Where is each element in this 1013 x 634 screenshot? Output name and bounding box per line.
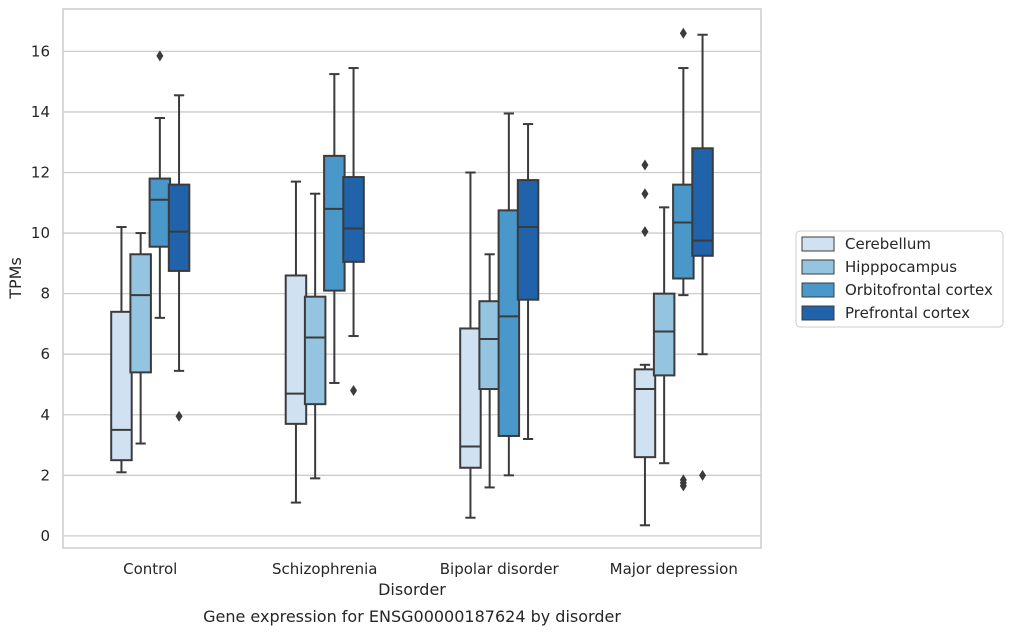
plot-frame: [62, 8, 762, 549]
box-iqr: [633, 368, 657, 459]
box-iqr: [691, 147, 714, 257]
box-iqr: [672, 183, 695, 280]
y-tick-labels: 0 2 4 6 8 10 12 14 16: [31, 42, 50, 544]
y-tick-label: 10: [31, 224, 50, 242]
box-iqr: [167, 183, 191, 272]
box-prefrontal-cortex: [516, 123, 540, 440]
x-tick-label: Major depression: [610, 560, 738, 578]
box-iqr: [459, 327, 482, 469]
box-iqr: [516, 179, 540, 301]
box-orbitofrontal-cortex: [497, 112, 521, 477]
y-tick-label: 0: [40, 527, 50, 545]
y-tick-label: 12: [31, 164, 50, 182]
y-tick-label: 2: [40, 466, 50, 484]
outlier-point: [350, 385, 358, 397]
box-iqr: [323, 154, 346, 292]
box-orbitofrontal-cortex: [672, 27, 695, 492]
y-tick-label: 16: [31, 42, 50, 60]
box-iqr: [284, 274, 308, 425]
y-tick-label: 14: [31, 103, 50, 121]
box-hipppocampus: [303, 192, 327, 480]
box-cerebellum: [459, 171, 482, 519]
legend-swatch: [801, 259, 835, 275]
outlier-point: [699, 469, 707, 481]
figure-caption: Gene expression for ENSG00000187624 by d…: [203, 607, 621, 626]
box-hipppocampus: [478, 253, 501, 489]
box-cerebellum: [284, 180, 308, 504]
outlier-point: [641, 188, 649, 200]
x-tick-label: Bipolar disorder: [440, 560, 560, 578]
y-tick-label: 4: [40, 406, 50, 424]
box-iqr: [129, 253, 152, 374]
legend-swatch: [801, 305, 835, 321]
legend: Cerebellum Hipppocampus Orbitofrontal cort…: [795, 230, 1004, 328]
legend-label: Hipppocampus: [845, 258, 957, 276]
box-prefrontal-cortex: [691, 33, 714, 481]
legend-swatch: [801, 236, 835, 252]
box-iqr: [148, 177, 172, 248]
legend-swatch: [801, 282, 835, 298]
outlier-point: [679, 474, 687, 486]
box-iqr: [342, 176, 365, 263]
box-iqr: [497, 209, 521, 437]
box-prefrontal-cortex: [167, 94, 191, 422]
box-series-group: [110, 27, 714, 527]
box-iqr: [303, 295, 327, 406]
x-tick-label: Control: [123, 560, 177, 578]
outlier-point: [641, 226, 649, 238]
legend-label: Orbitofrontal cortex: [845, 281, 993, 299]
y-tick-label: 6: [40, 345, 50, 363]
outlier-point: [641, 159, 649, 171]
box-iqr: [478, 300, 501, 391]
y-axis-title: TPMs: [6, 257, 25, 300]
y-tick-label: 8: [40, 285, 50, 303]
box-cerebellum: [110, 226, 133, 474]
x-tick-label: Schizophrenia: [272, 560, 377, 578]
outlier-point: [679, 27, 687, 39]
box-hipppocampus: [129, 232, 152, 445]
outlier-point: [156, 50, 164, 62]
box-iqr: [652, 292, 676, 377]
box-prefrontal-cortex: [342, 67, 365, 397]
x-axis-title: Disorder: [378, 580, 446, 599]
box-cerebellum: [633, 159, 657, 527]
x-tick-labels: Control Schizophrenia Bipolar disorder Majo…: [123, 560, 738, 578]
box-orbitofrontal-cortex: [148, 50, 172, 319]
outlier-point: [175, 410, 183, 422]
legend-label: Prefrontal cortex: [845, 304, 970, 322]
box-hipppocampus: [652, 206, 676, 465]
legend-label: Cerebellum: [845, 235, 931, 253]
box-orbitofrontal-cortex: [323, 73, 346, 384]
box-iqr: [110, 310, 133, 462]
legend-frame: [795, 230, 1004, 328]
